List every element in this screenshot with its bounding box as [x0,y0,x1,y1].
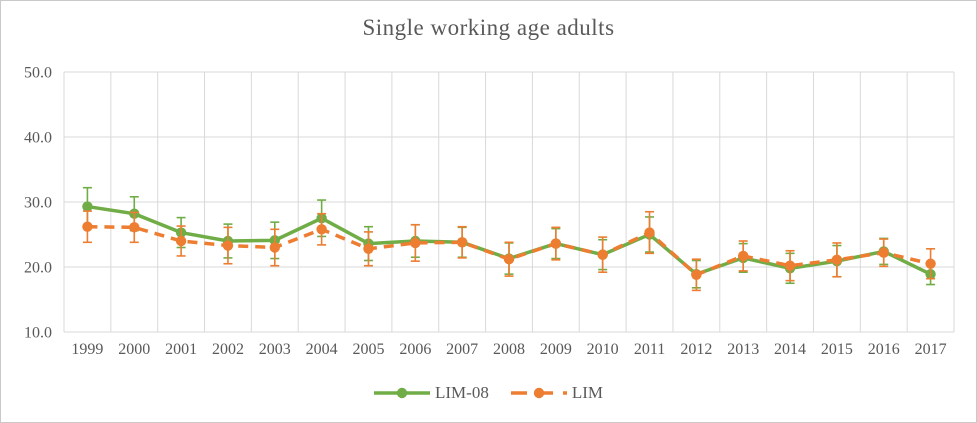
data-point-marker-LIM [222,240,234,251]
legend-marker [533,387,545,399]
data-point-marker-LIM [363,243,374,254]
data-point-marker-LIM [644,227,655,238]
chart-title: Single working age adults [362,15,615,40]
x-axis-tick-label: 1999 [71,341,103,358]
data-point-marker-LIM-08 [82,201,93,212]
x-axis-tick-label: 2013 [727,341,759,358]
x-axis-tick-label: 2016 [868,341,900,358]
x-axis-tick-label: 2004 [306,341,338,358]
x-axis-tick-label: 2002 [212,341,244,358]
data-point-marker-LIM [503,254,515,265]
x-axis-tick-label: 2000 [118,341,150,358]
legend-item-LIM-08: LIM-08 [374,383,489,403]
x-axis-tick-label: 2007 [446,341,478,358]
data-point-marker-LIM [456,237,468,248]
data-point-marker-LIM [831,254,843,266]
x-axis-tick-label: 2009 [540,341,572,358]
y-axis-tick-label: 30.0 [24,195,52,212]
x-axis-tick-label: 2006 [399,341,431,358]
data-point-marker-LIM [82,221,93,232]
y-axis-tick-label: 50.0 [24,65,52,82]
data-point-marker-LIM [129,222,140,233]
legend: LIM-08 LIM [1,379,976,407]
y-axis-tick-label: 20.0 [24,260,52,277]
x-axis-tick-label: 2010 [587,341,619,358]
x-axis-tick-label: 2012 [680,341,712,358]
x-axis-tick-label: 2003 [259,341,291,358]
legend-item-LIM: LIM [510,383,603,403]
legend-label-LIM: LIM [571,383,603,402]
data-point-marker-LIM [550,238,562,249]
data-point-marker-LIM [269,242,280,253]
legend-line-sample-LIM [510,387,567,399]
data-point-marker-LIM [925,258,936,269]
x-axis-tick-label: 2008 [493,341,525,358]
data-point-marker-LIM [410,237,421,249]
x-axis-tick-label: 2001 [165,341,197,358]
x-axis-tick-label: 2015 [821,341,853,358]
data-point-marker-LIM [878,247,889,258]
data-point-marker-LIM [784,260,796,271]
legend-marker [396,387,408,399]
y-axis-tick-label: 40.0 [24,130,52,147]
x-axis-tick-label: 2011 [634,341,665,358]
data-point-marker-LIM [316,224,327,235]
data-point-marker-LIM [597,249,608,260]
x-axis-tick-label: 2017 [915,341,947,358]
data-point-marker-LIM [691,269,702,280]
data-point-marker-LIM [738,250,749,262]
x-axis-tick-label: 2014 [774,341,806,358]
data-point-marker-LIM [175,235,187,247]
legend-label-LIM-08: LIM-08 [435,383,489,402]
legend-line-sample-LIM-08 [374,387,430,399]
y-axis-tick-label: 10.0 [24,325,52,342]
x-axis-tick-label: 2005 [352,341,384,358]
